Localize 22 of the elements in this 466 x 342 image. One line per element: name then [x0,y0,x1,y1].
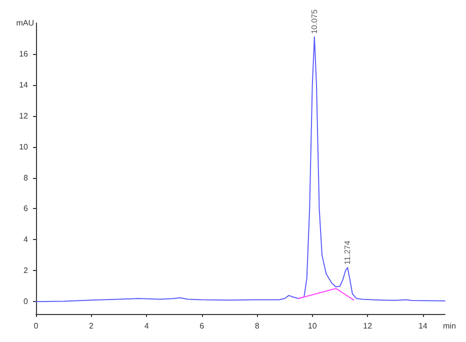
y-tick-label: 6 [24,204,29,214]
annotation: 10.075 [310,8,319,34]
x-tick-label: 4 [144,322,150,330]
x-tick-label: 2 [89,322,94,330]
x-axis-title: min [443,322,456,330]
y-tick-label: 14 [19,80,29,90]
y-tick-label: 0 [24,297,29,306]
y-tick-label: 10 [19,142,29,152]
y-tick-label: 4 [24,235,29,244]
x-tick-label: 10 [308,322,318,330]
y-tick-label: 8 [24,173,29,182]
annotation: 11.274 [343,240,352,265]
line-series [36,36,446,302]
y-tick-label: 12 [19,111,29,120]
x-tick-label: 0 [34,322,39,330]
y-axis-title: mAU [16,18,34,28]
y-tick-label: 2 [24,266,29,276]
x-tick-label: 8 [254,322,260,330]
x-tick-label: 12 [363,322,373,330]
x-tick-label: 6 [200,322,205,330]
y-tick-label: 16 [19,49,29,58]
x-tick-label: 14 [418,322,428,330]
